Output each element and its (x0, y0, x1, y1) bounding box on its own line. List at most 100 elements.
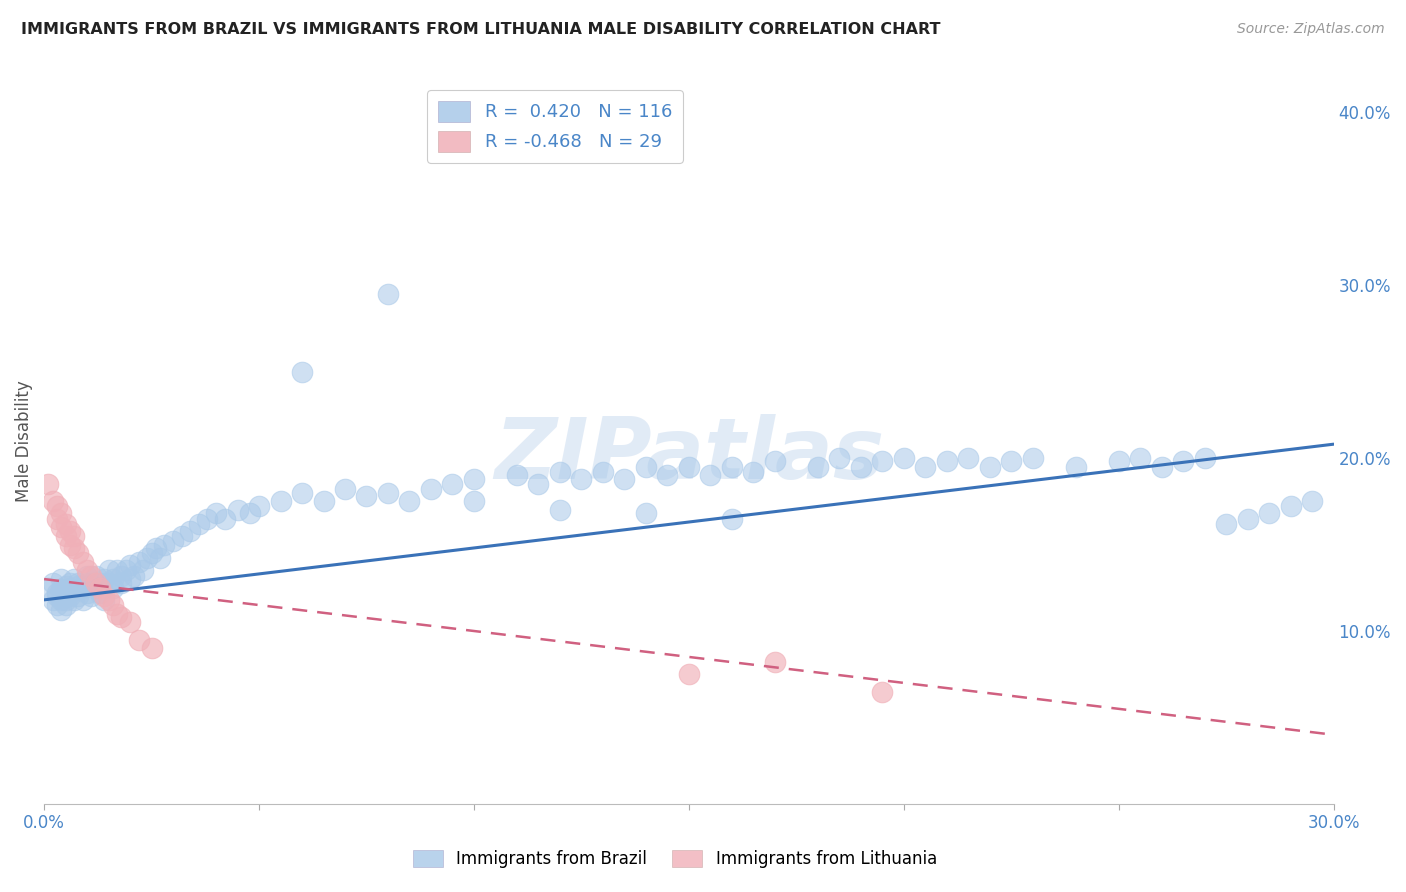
Point (72, 555, 94, 569)
Point (136, 551, 159, 566)
Point (67, 579, 90, 593)
Point (162, 534, 184, 549)
Point (101, 581, 124, 595)
Point (55, 592, 77, 607)
Point (63, 582, 86, 597)
Point (742, 465, 765, 479)
Point (935, 454, 957, 468)
Point (51, 582, 73, 597)
Point (872, 684, 894, 698)
Point (153, 537, 176, 551)
Point (41, 592, 63, 607)
Point (110, 575, 132, 590)
Point (1022, 450, 1045, 465)
Point (101, 598, 124, 612)
Point (72, 581, 94, 595)
Point (84, 568, 107, 582)
Point (721, 459, 744, 474)
Point (721, 511, 744, 525)
Point (46, 586, 69, 600)
Point (312, 494, 335, 508)
Point (46, 590, 69, 604)
Point (120, 558, 142, 573)
Point (214, 511, 236, 525)
Point (120, 615, 142, 630)
Point (59, 586, 82, 600)
Point (763, 454, 786, 468)
Point (80, 575, 103, 590)
Point (97, 575, 120, 590)
Text: ZIPatlas: ZIPatlas (494, 414, 884, 497)
Point (51, 603, 73, 617)
Point (46, 500, 69, 514)
Point (51, 572, 73, 586)
Point (55, 516, 77, 531)
Point (957, 450, 980, 465)
Point (1150, 459, 1173, 474)
Point (187, 516, 209, 531)
Point (979, 459, 1001, 474)
Point (105, 607, 128, 621)
Point (1000, 454, 1022, 468)
Point (97, 592, 120, 607)
Point (247, 500, 270, 514)
Point (41, 575, 63, 590)
Point (55, 529, 77, 543)
Point (1129, 450, 1152, 465)
Point (1258, 507, 1281, 521)
Point (1194, 450, 1216, 465)
Point (463, 472, 485, 486)
Point (97, 564, 120, 578)
Point (270, 494, 292, 508)
Point (1301, 494, 1323, 508)
Point (634, 507, 657, 521)
Point (613, 472, 636, 486)
Point (76, 564, 98, 578)
Point (37, 581, 59, 595)
Point (93, 572, 115, 586)
Point (763, 655, 786, 669)
Point (51, 520, 73, 534)
Point (441, 477, 464, 491)
Point (46, 511, 69, 525)
Point (1108, 454, 1130, 468)
Legend: R =  0.420   N = 116, R = -0.468   N = 29: R = 0.420 N = 116, R = -0.468 N = 29 (427, 90, 683, 162)
Point (699, 468, 721, 483)
Point (46, 598, 69, 612)
Point (197, 511, 219, 525)
Point (170, 529, 193, 543)
Point (67, 575, 90, 590)
Point (110, 568, 132, 582)
Y-axis label: Male Disability: Male Disability (15, 380, 32, 501)
Point (67, 590, 90, 604)
Point (291, 485, 314, 500)
Point (67, 546, 90, 560)
Point (145, 541, 167, 555)
Point (93, 590, 115, 604)
Point (1236, 511, 1258, 525)
Point (398, 494, 420, 508)
Point (377, 286, 399, 301)
Point (634, 459, 657, 474)
Point (849, 459, 872, 474)
Point (63, 529, 86, 543)
Point (76, 586, 98, 600)
Point (807, 459, 830, 474)
Point (548, 465, 571, 479)
Point (63, 592, 86, 607)
Point (678, 459, 700, 474)
Point (333, 482, 356, 496)
Point (80, 568, 103, 582)
Point (51, 507, 73, 521)
Point (37, 477, 59, 491)
Point (657, 468, 679, 483)
Legend: Immigrants from Brazil, Immigrants from Lithuania: Immigrants from Brazil, Immigrants from … (406, 843, 943, 875)
Point (377, 485, 399, 500)
Point (120, 572, 142, 586)
Point (63, 572, 86, 586)
Point (914, 459, 936, 474)
Point (356, 489, 378, 503)
Point (226, 503, 249, 517)
Point (141, 641, 163, 656)
Point (128, 555, 150, 569)
